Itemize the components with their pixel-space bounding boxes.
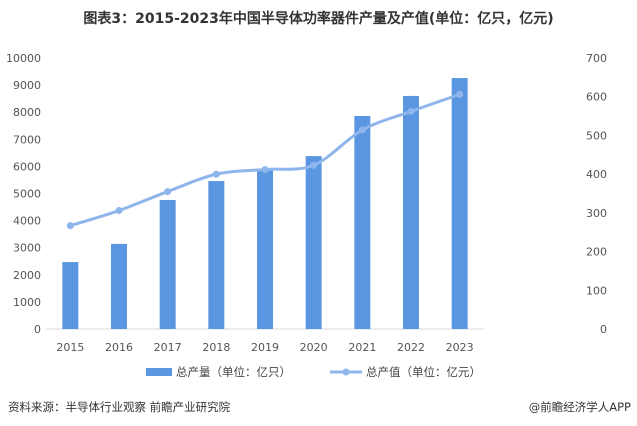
y-left-tick-label: 1000 bbox=[13, 296, 41, 309]
line-point-2022 bbox=[407, 107, 415, 115]
y-left-tick-label: 7000 bbox=[13, 133, 41, 146]
x-tick-label: 2017 bbox=[154, 341, 182, 354]
bar-2022 bbox=[403, 95, 419, 329]
line-point-2018 bbox=[212, 170, 220, 178]
y-right-tick-label: 100 bbox=[586, 284, 607, 297]
line-point-2020 bbox=[310, 161, 318, 169]
y-right-tick-label: 700 bbox=[586, 52, 607, 65]
x-tick-label: 2022 bbox=[397, 341, 425, 354]
x-tick-label: 2023 bbox=[446, 341, 474, 354]
line-point-2019 bbox=[261, 165, 269, 173]
source-note: 资料来源：半导体行业观察 前瞻产业研究院 bbox=[8, 400, 231, 414]
y-right-tick-label: 500 bbox=[586, 129, 607, 142]
y-right-tick-label: 300 bbox=[586, 207, 607, 220]
bar-2016 bbox=[111, 243, 127, 329]
line-point-2016 bbox=[115, 207, 123, 215]
legend-bar-swatch bbox=[146, 368, 172, 376]
bar-2018 bbox=[208, 181, 225, 329]
legend-line-label: 总产值（单位：亿元） bbox=[366, 365, 481, 379]
y-right-tick-label: 200 bbox=[586, 246, 607, 259]
bar-2020 bbox=[305, 156, 322, 329]
y-left-tick-label: 4000 bbox=[13, 215, 41, 228]
credit-note: @前瞻经济学人APP bbox=[528, 400, 631, 414]
y-left-tick-label: 0 bbox=[34, 323, 41, 336]
y-left-tick-label: 2000 bbox=[13, 269, 41, 282]
line-point-2021 bbox=[358, 126, 366, 134]
legend-line-marker bbox=[342, 368, 350, 376]
line-point-2017 bbox=[164, 188, 172, 196]
x-tick-label: 2021 bbox=[348, 341, 376, 354]
y-left-tick-label: 10000 bbox=[6, 52, 41, 65]
y-left-tick-label: 8000 bbox=[13, 106, 41, 119]
bar-2015 bbox=[62, 262, 79, 329]
bar-2023 bbox=[451, 78, 468, 329]
y-right-tick-label: 400 bbox=[586, 168, 607, 181]
line-point-2023 bbox=[456, 90, 464, 98]
legend-bar-label: 总产量（单位：亿只） bbox=[176, 365, 291, 379]
y-right-tick-label: 600 bbox=[586, 91, 607, 104]
y-left-tick-label: 5000 bbox=[13, 188, 41, 201]
y-left-tick-label: 3000 bbox=[13, 242, 41, 255]
chart-title: 图表3：2015-2023年中国半导体功率器件产量及产值(单位：亿只，亿元) bbox=[83, 11, 554, 27]
bar-2019 bbox=[257, 169, 273, 329]
y-right-tick-label: 0 bbox=[600, 323, 607, 336]
x-tick-label: 2015 bbox=[56, 341, 84, 354]
y-left-tick-label: 6000 bbox=[13, 160, 41, 173]
x-tick-label: 2016 bbox=[105, 341, 133, 354]
x-tick-label: 2019 bbox=[251, 341, 279, 354]
bar-2017 bbox=[159, 200, 176, 329]
x-tick-label: 2020 bbox=[300, 341, 328, 354]
x-tick-label: 2018 bbox=[202, 341, 230, 354]
y-left-tick-label: 9000 bbox=[13, 79, 41, 92]
line-point-2015 bbox=[66, 222, 74, 230]
bar-2021 bbox=[354, 115, 371, 329]
